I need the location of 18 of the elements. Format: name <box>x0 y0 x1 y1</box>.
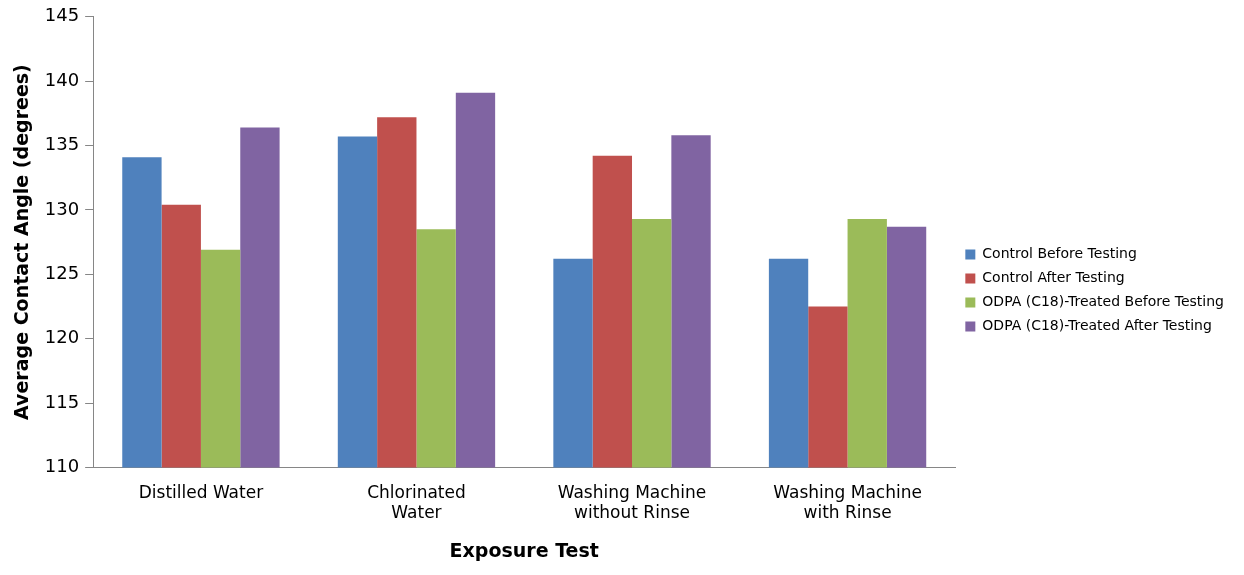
y-tick-label: 130 <box>44 197 80 219</box>
legend-label: ODPA (C18)-Treated Before Testing <box>982 293 1224 310</box>
y-tick-label: 115 <box>44 390 80 412</box>
y-tick-label: 135 <box>44 133 80 155</box>
y-tick-label: 140 <box>44 68 80 90</box>
y-tick-label: 120 <box>44 326 80 348</box>
y-axis-title: Average Contact Angle (degrees) <box>10 64 33 420</box>
x-tick-label: Washing Machine with Rinse <box>773 482 922 523</box>
y-tick-label: 110 <box>44 455 80 477</box>
x-tick-label: Chlorinated Water <box>367 482 466 523</box>
x-tick-label: Washing Machine without Rinse <box>557 482 707 523</box>
y-tick-label: 125 <box>44 261 80 283</box>
legend-label: Control Before Testing <box>982 245 1137 262</box>
legend-label: Control After Testing <box>982 269 1125 286</box>
legend-label: ODPA (C18)-Treated After Testing <box>982 317 1212 334</box>
x-tick-label: Distilled Water <box>138 482 264 503</box>
y-tick-label: 145 <box>44 4 80 26</box>
x-axis-title: Exposure Test <box>449 538 599 561</box>
